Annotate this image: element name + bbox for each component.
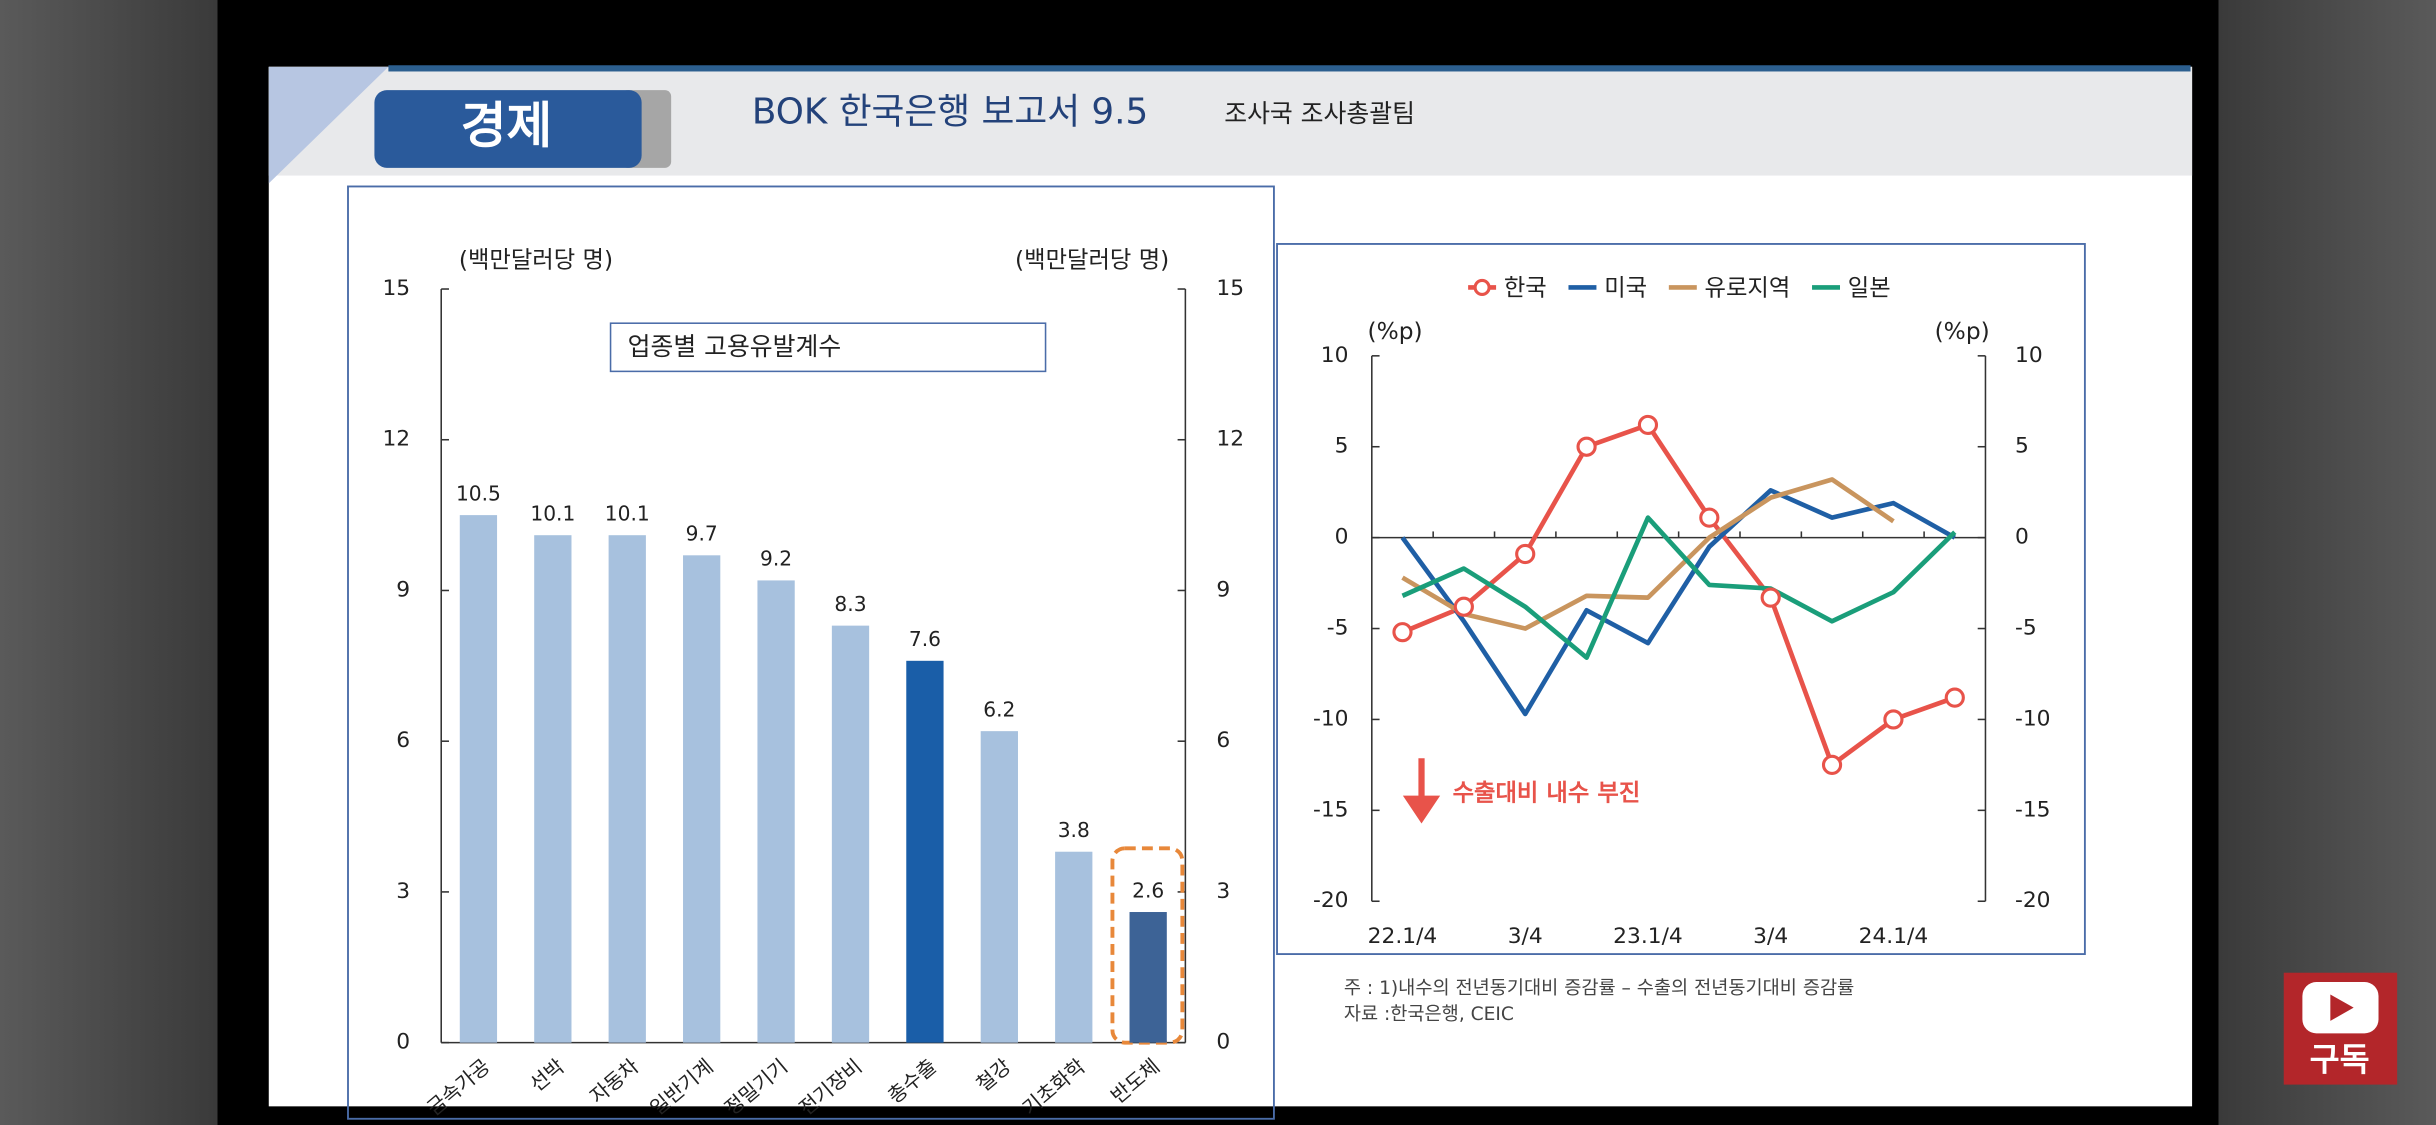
y-tick-label: 9 [396,577,410,602]
y-tick-label: 12 [382,427,410,452]
y-tick-label: -5 [1327,616,1349,641]
value-label: 10.1 [605,502,650,526]
value-label: 10.1 [530,502,575,526]
point-marker [1821,754,1843,775]
y-tick-label: -15 [1313,797,1349,822]
legend-label: 한국 [1504,275,1547,302]
play-triangle[interactable] [2330,994,2354,1021]
y-tick-label: -10 [1313,706,1349,731]
bar [459,515,498,1043]
annotation-arrowhead [1402,795,1441,824]
side-panel [0,0,218,1125]
y2-tick-label: 10 [2015,343,2043,368]
footnote: 자료 :한국은행, CEIC [1344,1004,1514,1025]
y2-tick-label: -10 [2015,706,2051,731]
legend-label: 유로지역 [1705,275,1791,302]
point-marker [1760,587,1781,608]
badge [374,90,642,168]
y-tick-label: 10 [1321,343,1349,368]
bar [1055,851,1093,1043]
point-marker [1392,622,1413,643]
point-marker [1453,596,1474,617]
series-line [1400,488,1956,717]
series-line [1401,477,1895,631]
value-label: 8.3 [834,592,866,616]
bar [757,580,795,1043]
x-tick-label: 3/4 [1508,924,1543,949]
series-line [1401,515,1957,660]
legend-label: 미국 [1604,275,1647,302]
report-subtitle: 조사국 조사총괄팀 [1224,99,1415,128]
value-label: 3.8 [1058,818,1090,842]
y2-tick-label: 6 [1216,728,1230,753]
y2-axis-label: (%p) [1935,318,1990,345]
value-label: 9.2 [760,547,792,571]
y2-tick-label: 0 [1216,1030,1230,1055]
header-rule [388,65,2191,72]
y-tick-label: -20 [1313,888,1349,913]
y2-tick-label: -5 [2015,616,2037,641]
value-label: 9.7 [686,522,718,546]
x-tick-label: 22.1/4 [1368,924,1438,949]
chart-frame [347,185,1275,1120]
value-label: 2.6 [1132,878,1164,902]
chart-frame [1276,243,2086,956]
point-marker [1515,543,1536,565]
chart-title-box [609,322,1047,373]
point-marker [1576,436,1597,457]
footnote: 주 : 1)내수의 전년동기대비 증감률 – 수출의 전년동기대비 증감률 [1344,978,1854,999]
side-panel [2218,0,2436,1125]
bar [608,535,646,1043]
annotation: 수출대비 내수 부진 [1453,780,1641,807]
point-marker [1883,709,1904,730]
bar [534,535,572,1043]
series-line [1401,422,1956,768]
value-label: 7.6 [909,627,941,651]
y-tick-label: 6 [396,728,410,753]
value-label: 6.2 [983,697,1015,721]
y-tick-label: 15 [382,276,410,301]
corner-decoration [268,66,389,184]
y2-tick-label: -15 [2015,797,2051,822]
y-tick-label: 0 [396,1030,410,1055]
bar [1129,912,1167,1043]
point-marker [1699,507,1720,528]
point-marker [1944,687,1965,708]
subscribe-text[interactable]: 구독 [2310,1040,2370,1078]
bar [906,660,944,1043]
y-axis-label: (%p) [1368,318,1423,345]
x-tick-label: 24.1/4 [1859,924,1929,949]
bar [683,555,721,1043]
point-marker [1637,414,1659,436]
badge-text: 경제 [461,96,552,154]
y2-axis-label: (백만달러당 명) [1015,247,1169,274]
legend-marker [1473,278,1491,297]
y2-tick-label: 5 [2015,434,2029,459]
y2-tick-label: 12 [1216,427,1244,452]
y-tick-label: 5 [1335,434,1349,459]
value-label: 10.5 [456,481,501,505]
y2-tick-label: -20 [2015,888,2051,913]
bar [980,731,1018,1043]
slide [268,66,2193,1107]
legend-label: 일본 [1848,275,1891,302]
y2-tick-label: 0 [2015,525,2029,550]
report-title: BOK 한국은행 보고서 9.5 [752,91,1148,132]
y2-tick-label: 3 [1216,879,1230,904]
y2-tick-label: 9 [1216,577,1230,602]
x-tick-label: 23.1/4 [1613,924,1683,949]
bar [831,625,870,1043]
y-tick-label: 0 [1335,525,1349,550]
y-tick-label: 3 [396,879,410,904]
y2-tick-label: 15 [1216,276,1244,301]
chart-title: 업종별 고용유발계수 [628,332,842,361]
x-tick-label: 3/4 [1753,924,1788,949]
subscribe-button[interactable]: 구독 [2283,972,2398,1085]
y-axis-label: (백만달러당 명) [459,247,613,274]
